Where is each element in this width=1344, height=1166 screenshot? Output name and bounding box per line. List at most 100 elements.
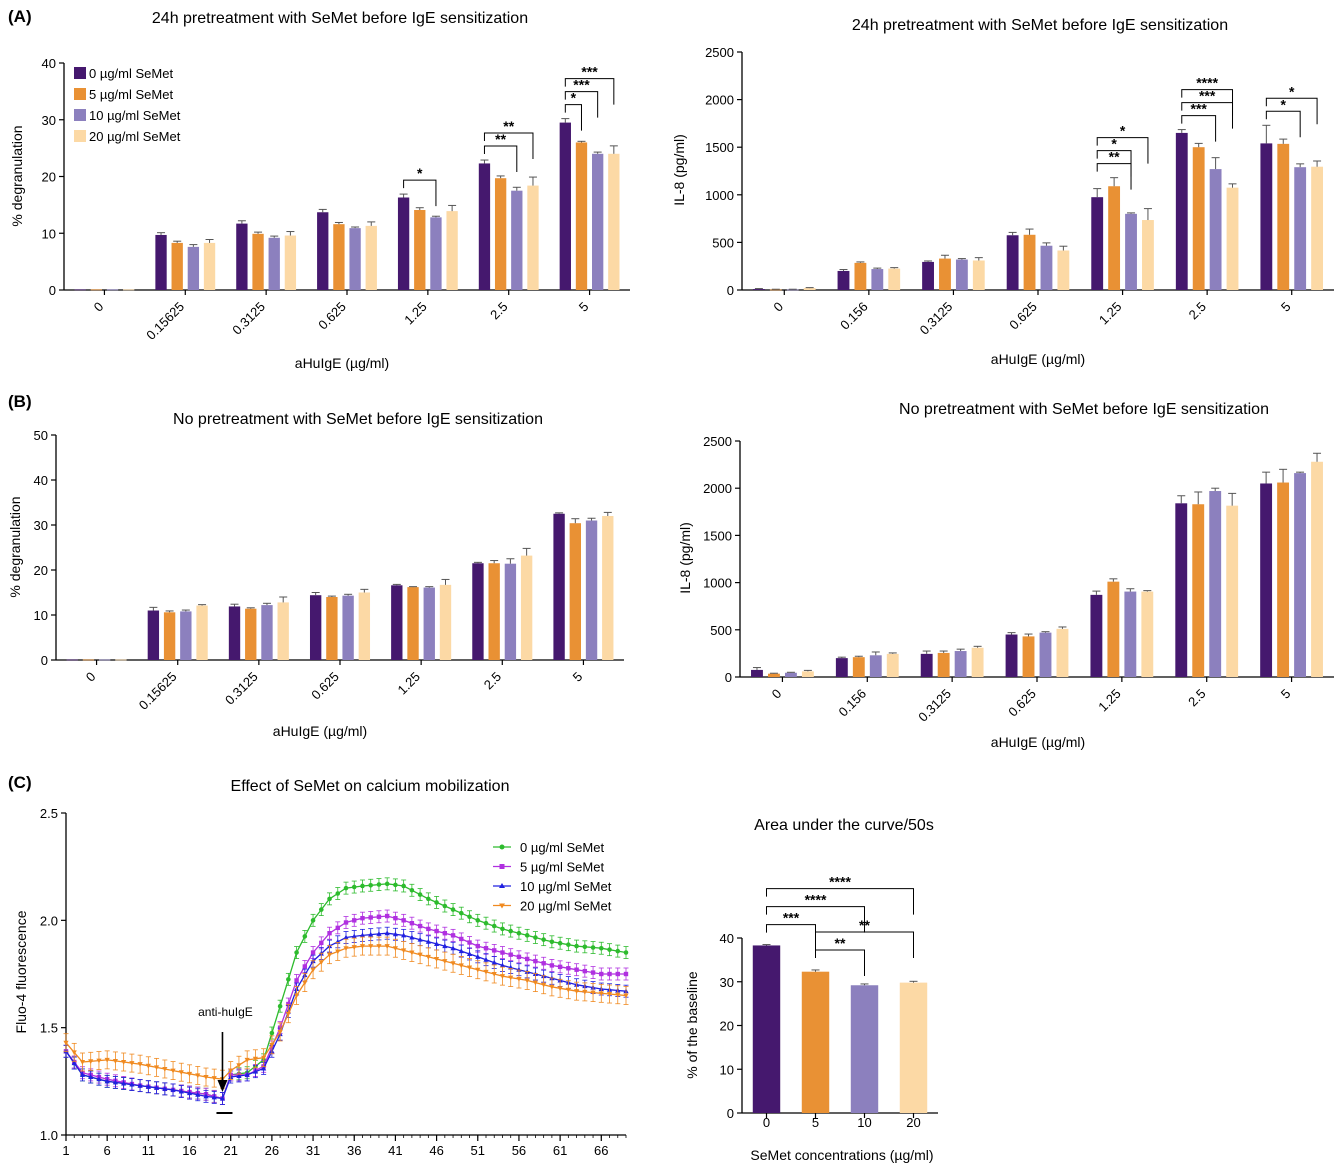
data-point [590,970,596,975]
data-point [458,948,464,954]
bar [801,971,830,1113]
data-point [203,1093,209,1099]
data-point [582,944,588,950]
data-point [327,931,332,936]
data-point [499,962,506,968]
bar [391,585,403,660]
data-point [582,989,588,995]
data-point [302,964,308,969]
data-point [492,948,497,953]
bar [1294,473,1306,677]
data-point [466,965,473,971]
significance-bracket [403,179,437,207]
data-point [384,944,390,949]
data-point [574,967,579,972]
bar [147,610,160,660]
significance-label: ** [835,935,846,951]
data-point [335,891,341,896]
data-point [277,1029,283,1035]
bar [801,671,814,677]
significance-bracket [815,931,914,958]
data-point [195,1091,201,1097]
bar [1022,636,1035,677]
legend-label: 5 µg/ml SeMet [520,860,604,875]
bar [228,606,241,660]
data-point [401,948,407,954]
y-tick-label: 0 [725,670,732,685]
bar [494,178,507,290]
data-point [508,975,514,981]
data-point [541,961,546,966]
y-tick-label: 2500 [703,434,732,449]
data-point [145,1063,151,1069]
legend-label: 5 µg/ml SeMet [89,87,173,102]
data-point [269,1042,275,1048]
chart-a1-degranulation: 24h pretreatment with SeMet before IgE s… [9,10,630,371]
x-tick-label: 0 [770,299,786,315]
bar [407,587,419,660]
series-line [65,932,627,1100]
data-point [178,1070,184,1076]
data-point [401,883,406,889]
y-tick-label: 1500 [703,528,732,543]
panel-label-c: (C) [8,773,32,792]
data-point [359,944,366,949]
bar [446,211,458,290]
y-tick-label: 2500 [705,45,734,60]
data-point [623,993,629,999]
data-point [351,945,357,950]
bar [123,289,135,291]
data-point [606,992,613,997]
data-point [343,934,349,940]
significance-bracket [1181,115,1217,142]
x-tick-label: 0 [91,299,107,315]
data-point [153,1084,160,1090]
data-point [112,1079,119,1085]
bar [803,288,816,290]
data-point [475,943,480,949]
bar [886,653,899,677]
bar [608,153,620,290]
data-point [96,1058,102,1064]
data-point [244,1072,250,1077]
bar [1141,591,1154,677]
bar [1175,503,1188,677]
bar [1192,504,1205,677]
x-tick-label: 0.3125 [917,299,956,338]
bar [511,190,523,290]
x-tick-label: 0.15625 [143,299,187,343]
legend-marker [499,883,505,888]
data-point [153,1065,160,1071]
data-point [359,932,366,938]
bar [99,659,111,661]
data-point [294,950,299,955]
data-point [557,986,563,992]
bar [155,234,167,290]
significance-label: * [417,165,423,181]
bar [423,587,435,660]
data-point [409,934,415,940]
significance-bracket [1265,97,1318,125]
significance-label: * [1111,136,1117,152]
data-point [598,945,604,951]
legend-marker [499,844,505,850]
data-point [310,950,316,955]
data-point [417,892,423,897]
bar [922,261,934,290]
y-tick-label: 0 [41,653,48,668]
data-point [96,1076,102,1082]
bar [1040,245,1053,290]
chart-title: 24h pretreatment with SeMet before IgE s… [152,10,528,27]
x-tick-label: 0.3125 [222,669,261,708]
data-point [533,958,538,964]
data-point [450,945,456,951]
x-tick-label: 0.3125 [915,686,954,725]
data-point [417,952,423,958]
bar [1209,491,1222,677]
bar [888,268,901,290]
bar [196,605,208,660]
bar [397,197,410,290]
x-tick-label: 0.625 [315,299,349,333]
data-point [442,931,448,936]
data-point [450,907,456,912]
